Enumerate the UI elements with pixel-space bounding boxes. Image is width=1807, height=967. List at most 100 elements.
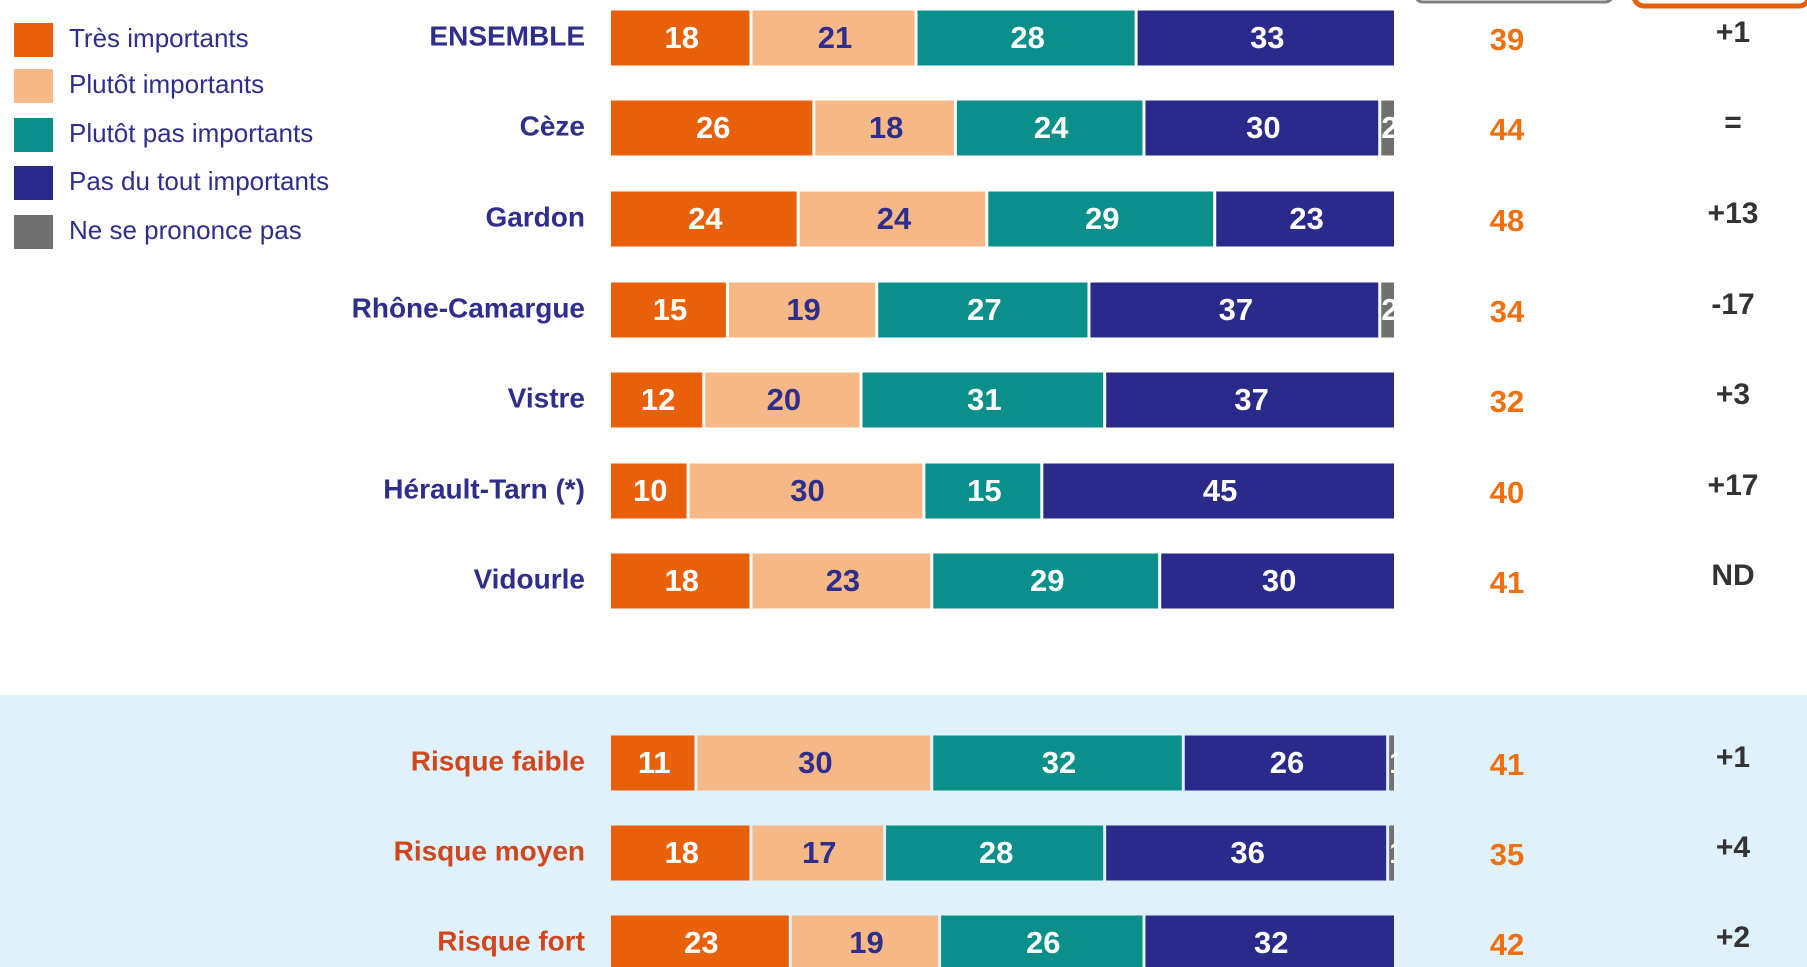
bar-value-label: 18: [664, 563, 698, 598]
category-label: Vidourle: [473, 563, 585, 594]
bar-segment: [878, 282, 1088, 338]
bar-value-label: 15: [653, 292, 687, 327]
bar-segment: [1145, 915, 1394, 967]
total-value: 40: [1490, 475, 1524, 510]
bar-value-label: 28: [979, 835, 1013, 870]
header-box: [1632, 0, 1807, 9]
bar-value-label: 26: [1026, 925, 1060, 960]
legend-swatch: [14, 23, 53, 57]
bar-value-label: 21: [818, 20, 852, 55]
bar-segment: [933, 553, 1159, 609]
bar-segment: [941, 915, 1143, 967]
bar-value-label: 20: [767, 382, 801, 417]
total-value: 34: [1490, 294, 1525, 329]
bar-segment: [752, 825, 884, 881]
bar-value-label: 28: [1010, 20, 1044, 55]
total-value: 48: [1490, 203, 1524, 238]
bar-segment: [1389, 825, 1394, 881]
bar-segment: [815, 100, 954, 156]
header-box: [1415, 0, 1613, 4]
bar-segment: [611, 463, 687, 519]
bar-value-label: 26: [1270, 745, 1304, 780]
bar-value-label: 27: [967, 292, 1001, 327]
bar-value-label: 18: [664, 835, 698, 870]
category-label: Risque fort: [437, 925, 585, 956]
bar-value-label: 45: [1203, 473, 1237, 508]
change-value: +13: [1708, 197, 1759, 230]
bar-value-label: 23: [826, 563, 860, 598]
total-value: 42: [1490, 927, 1524, 962]
bar-segment: [611, 735, 695, 791]
total-value: 35: [1490, 837, 1524, 872]
bar-value-label: 1: [1389, 835, 1406, 870]
category-label: Risque moyen: [394, 835, 585, 866]
legend-label: Plutôt importants: [69, 69, 264, 99]
total-value: 41: [1490, 565, 1524, 600]
change-value: +1: [1716, 741, 1750, 774]
bar-value-label: 37: [1219, 292, 1253, 327]
bar-segment: [1137, 10, 1394, 66]
bar-segment: [1106, 372, 1394, 428]
change-value: -17: [1711, 288, 1754, 321]
bar-value-label: 1: [1389, 745, 1406, 780]
bar-value-label: 24: [877, 201, 912, 236]
category-label: Vistre: [508, 382, 585, 413]
bar-value-label: 10: [633, 473, 667, 508]
bar-segment: [611, 553, 750, 609]
bar-segment: [1043, 463, 1394, 519]
bar-segment: [1145, 100, 1379, 156]
category-label: Cèze: [520, 110, 585, 141]
bar-segment: [956, 100, 1143, 156]
change-value: +17: [1708, 469, 1759, 502]
change-value: +3: [1716, 378, 1750, 411]
bar-segment: [886, 825, 1104, 881]
bar-value-label: 36: [1230, 835, 1264, 870]
bar-value-label: 31: [967, 382, 1001, 417]
bar-segment: [1090, 282, 1379, 338]
bar-segment: [752, 553, 931, 609]
legend-swatch: [14, 118, 53, 152]
bar-segment: [1184, 735, 1387, 791]
bar-segment: [1381, 100, 1394, 156]
bar-value-label: 32: [1042, 745, 1076, 780]
bar-segment: [697, 735, 931, 791]
bar-segment: [1389, 735, 1394, 791]
bar-value-label: 37: [1234, 382, 1268, 417]
bar-value-label: 29: [1085, 201, 1119, 236]
legend-swatch: [14, 215, 53, 249]
bar-segment: [917, 10, 1135, 66]
total-value: 32: [1490, 384, 1524, 419]
legend-label: Pas du tout importants: [69, 166, 329, 196]
category-label: Hérault-Tarn (*): [383, 473, 585, 504]
bar-segment: [791, 915, 939, 967]
bar-segment: [705, 372, 860, 428]
bar-segment: [611, 915, 789, 967]
category-label: Gardon: [485, 201, 585, 232]
bar-value-label: 30: [790, 473, 824, 508]
bar-value-label: 29: [1030, 563, 1064, 598]
bar-value-label: 26: [696, 110, 730, 145]
bar-segment: [1161, 553, 1394, 609]
bar-value-label: 15: [967, 473, 1001, 508]
bar-value-label: 24: [688, 201, 723, 236]
category-label: Risque faible: [411, 745, 585, 776]
bar-segment: [611, 282, 726, 338]
bar-segment: [862, 372, 1104, 428]
category-label: ENSEMBLE: [429, 20, 585, 51]
bar-segment: [611, 10, 750, 66]
bar-value-label: 18: [664, 20, 698, 55]
bar-value-label: 18: [869, 110, 903, 145]
bar-value-label: 23: [684, 925, 718, 960]
bar-segment: [752, 10, 915, 66]
total-value: 41: [1490, 747, 1524, 782]
bar-segment: [611, 825, 750, 881]
bar-value-label: 32: [1254, 925, 1288, 960]
legend-label: Plutôt pas importants: [69, 118, 313, 148]
total-value: 39: [1490, 22, 1524, 57]
bar-value-label: 24: [1034, 110, 1069, 145]
change-value: +4: [1716, 831, 1751, 864]
bar-value-label: 19: [786, 292, 820, 327]
bar-segment: [799, 191, 986, 247]
change-value: +2: [1716, 921, 1750, 954]
